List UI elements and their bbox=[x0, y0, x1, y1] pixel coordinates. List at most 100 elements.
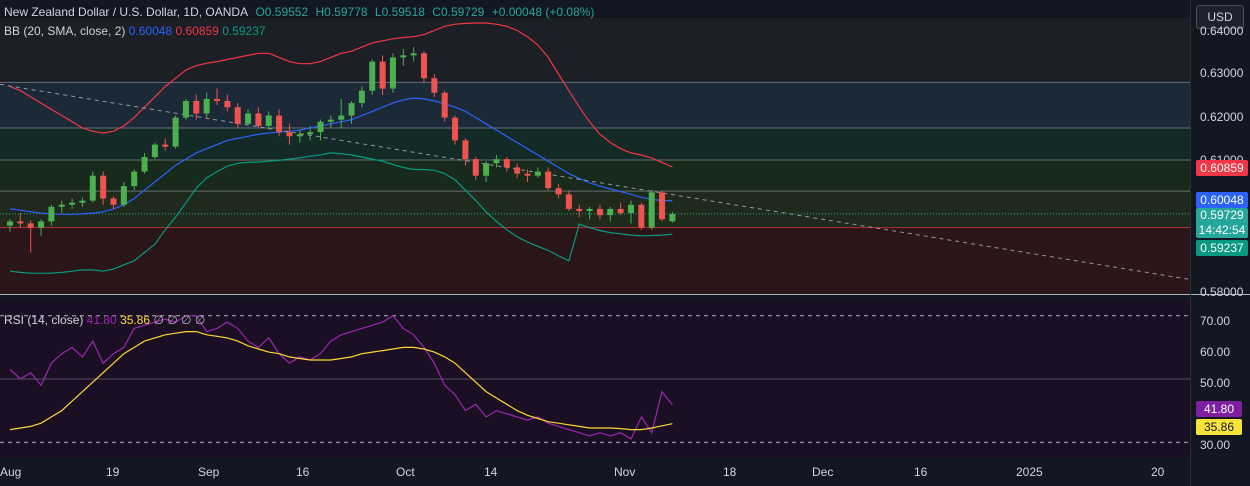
candle-body bbox=[534, 171, 541, 176]
candle-body bbox=[100, 175, 107, 199]
bb-basis-value: 0.60048 bbox=[128, 24, 173, 38]
candle-body bbox=[545, 171, 552, 189]
candle-body bbox=[203, 98, 210, 114]
candle-body bbox=[503, 159, 510, 168]
rsi-ma-value: 35.86 bbox=[120, 313, 151, 327]
bb-lower-line bbox=[9, 152, 673, 274]
rsi-tick: 70.00 bbox=[1200, 314, 1231, 328]
candle-body bbox=[628, 204, 634, 214]
candle-body bbox=[131, 171, 138, 187]
price-tick: 0.58000 bbox=[1200, 285, 1244, 299]
price-tick: 0.63000 bbox=[1200, 66, 1244, 80]
candle-body bbox=[452, 117, 459, 141]
rsi-extra: ∅ ∅ ∅ ∅ bbox=[153, 313, 206, 327]
candle-body bbox=[596, 208, 603, 216]
candle-body bbox=[472, 159, 479, 176]
candle-body bbox=[576, 208, 583, 211]
candle-body bbox=[462, 140, 469, 160]
candle-body bbox=[296, 134, 303, 137]
low-value: L0.59518 bbox=[374, 5, 425, 19]
countdown: 14:42:54 bbox=[1198, 223, 1246, 237]
candle-body bbox=[193, 101, 200, 114]
candle-body bbox=[224, 101, 231, 108]
candle-body bbox=[317, 121, 324, 133]
bb-header[interactable]: BB (20, SMA, close, 2) 0.60048 0.60859 0… bbox=[4, 24, 266, 38]
candle-body bbox=[120, 186, 127, 205]
currency-button[interactable]: USD bbox=[1196, 5, 1244, 29]
candle-body bbox=[565, 194, 572, 209]
candle-body bbox=[617, 208, 624, 214]
candle-body bbox=[27, 223, 34, 228]
open-value: O0.59552 bbox=[255, 5, 309, 19]
red-zone bbox=[0, 227, 1190, 294]
time-tick: 18 bbox=[723, 465, 737, 479]
candle-body bbox=[431, 78, 438, 93]
bb-lower-value: 0.59237 bbox=[222, 24, 266, 38]
candle-body bbox=[400, 55, 407, 58]
candle-body bbox=[358, 90, 365, 104]
rsi-header[interactable]: RSI (14, close) 41.80 35.86 ∅ ∅ ∅ ∅ bbox=[4, 313, 205, 327]
candle-body bbox=[110, 198, 117, 205]
candle-body bbox=[659, 192, 666, 220]
candle-body bbox=[379, 61, 386, 89]
candle-body bbox=[69, 202, 76, 205]
candle-body bbox=[265, 115, 272, 126]
bb-lower-tag: 0.59237 bbox=[1196, 240, 1248, 256]
change-value: +0.00048 (+0.08%) bbox=[491, 5, 595, 19]
candle-body bbox=[483, 163, 490, 176]
candle-body bbox=[338, 115, 345, 120]
candle-body bbox=[586, 208, 593, 211]
candle-body bbox=[307, 132, 314, 135]
candle-body bbox=[48, 206, 55, 222]
candle-body bbox=[255, 113, 262, 126]
rsi-tag: 41.80 bbox=[1196, 401, 1242, 417]
price-tick: 0.62000 bbox=[1200, 110, 1244, 124]
candle-body bbox=[17, 221, 24, 224]
candle-body bbox=[441, 92, 448, 118]
candle-body bbox=[369, 61, 376, 91]
rsi-tick: 60.00 bbox=[1200, 345, 1231, 359]
rsi-line bbox=[9, 315, 673, 440]
candle-body bbox=[89, 175, 96, 201]
close-value: C0.59729 bbox=[432, 5, 485, 19]
candle-body bbox=[151, 144, 158, 158]
time-tick: 19 bbox=[106, 465, 120, 479]
candle-body bbox=[276, 115, 283, 133]
time-tick: 2025 bbox=[1016, 465, 1043, 479]
last-price-tag: 0.59729 14:42:54 bbox=[1196, 208, 1248, 238]
high-value: H0.59778 bbox=[315, 5, 368, 19]
candle-body bbox=[286, 132, 293, 137]
candle-body bbox=[58, 204, 65, 207]
bb-upper-value: 0.60859 bbox=[175, 24, 219, 38]
time-tick: 14 bbox=[484, 465, 498, 479]
teal-zone bbox=[0, 127, 1190, 160]
rsi-tick: 50.00 bbox=[1200, 376, 1231, 390]
candle-body bbox=[79, 200, 86, 203]
green-zone bbox=[0, 159, 1190, 192]
candle-body bbox=[493, 159, 500, 164]
candle-body bbox=[348, 103, 355, 116]
candle-body bbox=[389, 57, 396, 89]
time-tick: 16 bbox=[914, 465, 928, 479]
bb-upper-line bbox=[9, 22, 673, 168]
candle-body bbox=[524, 173, 531, 176]
candle-body bbox=[182, 101, 189, 118]
candle-body bbox=[234, 107, 241, 124]
candle-body bbox=[514, 167, 521, 174]
time-tick: 20 bbox=[1151, 465, 1165, 479]
top-zone bbox=[0, 18, 1190, 83]
bb-upper-tag: 0.60859 bbox=[1196, 160, 1248, 176]
candle-body bbox=[669, 213, 676, 222]
last-price: 0.59729 bbox=[1200, 208, 1244, 222]
candle-body bbox=[38, 221, 45, 228]
bb-basis-tag: 0.60048 bbox=[1196, 192, 1248, 208]
candle-body bbox=[7, 221, 13, 226]
candle-body bbox=[162, 144, 169, 147]
time-tick: Oct bbox=[396, 465, 415, 479]
candle-body bbox=[141, 157, 148, 172]
candle-body bbox=[638, 204, 645, 228]
rsi-tick: 30.00 bbox=[1200, 438, 1231, 452]
rsi-label: RSI (14, close) bbox=[4, 313, 84, 327]
